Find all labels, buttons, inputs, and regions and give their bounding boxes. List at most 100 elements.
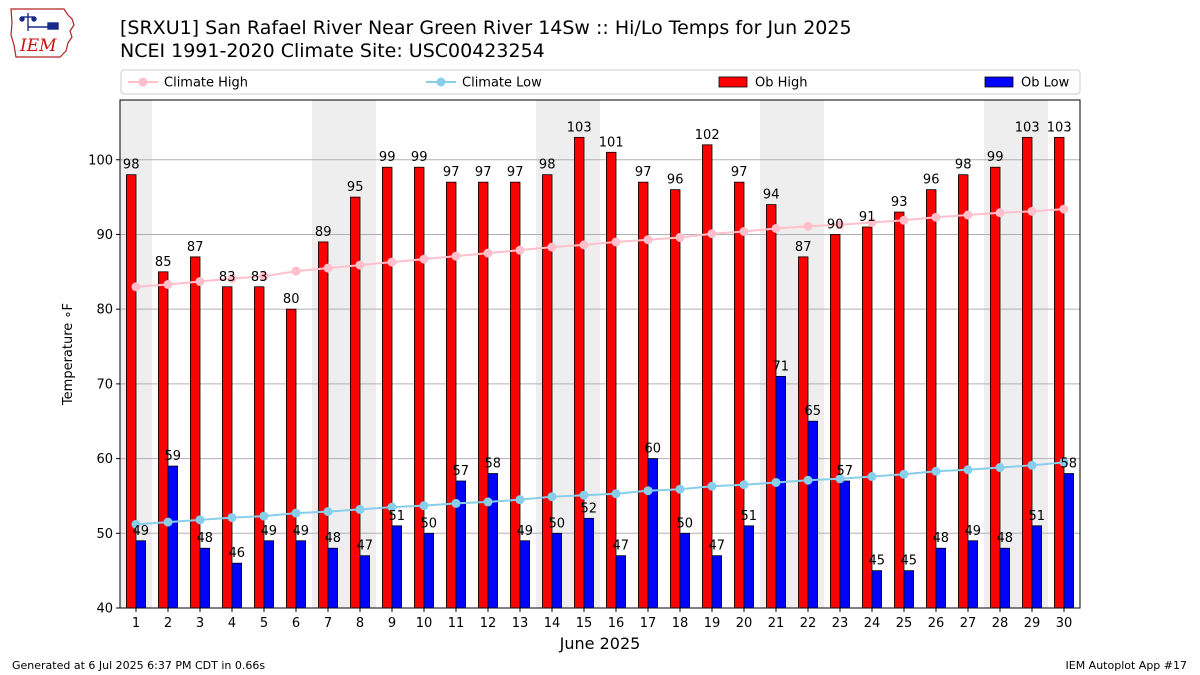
x-tick-label: 11 (448, 616, 465, 631)
x-tick-label: 12 (480, 616, 497, 631)
ob-high-bar (381, 166, 393, 609)
app-credit: IEM Autoplot App #17 (1065, 659, 1188, 672)
ob-low-label: 50 (677, 516, 694, 531)
climate-low-point (963, 465, 973, 475)
ob-high-label: 93 (891, 195, 908, 210)
climate-low-point (547, 492, 557, 502)
ob-high-bar (253, 286, 265, 609)
ob-low-label: 46 (229, 546, 246, 561)
x-tick-label: 26 (928, 616, 945, 631)
y-tick-label: 90 (96, 228, 113, 243)
ob-low-label: 57 (453, 464, 470, 479)
ob-low-label: 48 (325, 531, 342, 546)
iowa-state-outline (10, 8, 75, 58)
ob-low-label: 51 (1029, 509, 1046, 524)
x-tick-label: 18 (672, 616, 689, 631)
ob-high-label: 97 (475, 165, 492, 180)
ob-high-label: 87 (187, 240, 204, 255)
ob-high-label: 99 (411, 150, 428, 165)
climate-low-point (515, 495, 525, 505)
ob-high-bar (638, 181, 649, 609)
ob-high-label: 90 (827, 217, 844, 232)
ob-low-bar (263, 540, 275, 609)
weather-station-icon (19, 13, 59, 31)
climate-low-point (195, 515, 205, 525)
ob-low-bar (487, 473, 499, 609)
climate-high-point (291, 266, 301, 276)
ob-high-label: 103 (567, 120, 592, 135)
ob-low-label: 48 (933, 531, 950, 546)
ob-low-bar (647, 458, 659, 609)
ob-high-bar (862, 226, 873, 609)
ob-low-bar (775, 376, 787, 609)
ob-low-bar (391, 525, 403, 609)
climate-high-point (547, 242, 557, 252)
ob-low-bar (967, 540, 979, 609)
climate-high-point (931, 212, 941, 222)
climate-high-point (643, 235, 653, 245)
ob-low-bar (871, 570, 883, 609)
ob-low-label: 51 (389, 509, 406, 524)
data-labels: 98 85 87 83 83 80 89 95 99 99 97 97 97 98 103 101 97 96 10… (123, 120, 1077, 568)
climate-high-point (483, 248, 493, 258)
ob-low-label: 45 (869, 554, 886, 569)
x-tick-label: 27 (960, 616, 977, 631)
ob-low-bar (295, 540, 307, 609)
climate-low-point (419, 501, 429, 511)
x-tick-label: 19 (704, 616, 721, 631)
ob-high-bar (766, 204, 777, 609)
ob-high-label: 96 (667, 173, 684, 188)
climate-high-point (707, 229, 717, 239)
climate-high-point (675, 232, 685, 242)
climate-low-point (803, 475, 813, 485)
ob-low-bar (807, 420, 819, 609)
ob-high-label: 95 (347, 180, 364, 195)
climate-low-point (643, 486, 653, 496)
ob-low-bar (711, 555, 723, 609)
ob-high-label: 98 (539, 158, 556, 173)
ob-low-label: 59 (165, 449, 182, 464)
y-tick-label: 70 (96, 377, 113, 392)
ob-low-label: 71 (773, 359, 790, 374)
legend-label: Ob High (755, 76, 808, 91)
x-tick-label: 15 (576, 616, 593, 631)
ob-low-bar (199, 547, 211, 609)
ob-high-label: 103 (1015, 120, 1040, 135)
climate-low-point (1027, 460, 1037, 470)
climate-low-point (451, 498, 461, 508)
climate-high-point (899, 215, 909, 225)
logo-text: IEM (19, 36, 57, 56)
climate-high-point (835, 220, 845, 230)
x-tick-label: 1 (132, 616, 140, 631)
ob-high-bar (830, 234, 841, 609)
ob-low-bar (1063, 473, 1075, 609)
climate-high-point (419, 254, 429, 264)
ob-high-label: 102 (695, 128, 720, 143)
ob-high-bar (157, 271, 169, 609)
x-tick-label: 2 (164, 616, 172, 631)
ob-high-label: 80 (283, 292, 300, 307)
climate-high-point (963, 210, 973, 220)
ob-high-bar (285, 308, 297, 609)
y-tick-label: 50 (96, 527, 113, 542)
x-tick-label: 21 (768, 616, 785, 631)
ob-low-label: 49 (517, 524, 534, 539)
climate-high-point (1059, 204, 1069, 214)
ob-low-bar (359, 555, 371, 609)
x-axis-label: June 2025 (559, 634, 641, 653)
ob-low-bar (1031, 525, 1043, 609)
ob-low-bar (423, 532, 435, 609)
ob-high-label: 87 (795, 240, 812, 255)
ob-low-bar (519, 540, 531, 609)
climate-low-point (675, 484, 685, 494)
ob-low-label: 49 (965, 524, 982, 539)
ob-high-bar (574, 136, 585, 609)
ob-low-label: 47 (357, 539, 374, 554)
climate-low-point (579, 490, 589, 500)
climate-high-line (135, 208, 1065, 288)
ob-high-bar (413, 166, 425, 609)
ob-high-bar (670, 189, 681, 609)
climate-low-point (771, 477, 781, 487)
